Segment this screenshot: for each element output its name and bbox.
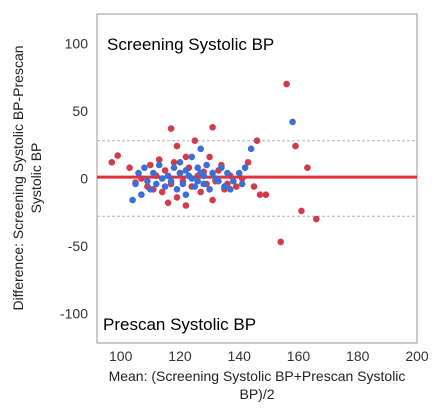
data-point-red bbox=[126, 164, 133, 171]
data-point-blue bbox=[167, 177, 175, 185]
x-tick-label: 160 bbox=[287, 348, 311, 364]
data-point-red bbox=[238, 175, 246, 182]
data-point-red bbox=[155, 156, 163, 163]
data-point-red bbox=[262, 191, 270, 198]
data-point-blue bbox=[191, 183, 199, 190]
data-point-blue bbox=[230, 177, 237, 185]
data-point-red bbox=[161, 167, 169, 174]
data-point-blue bbox=[153, 180, 160, 188]
data-point-red bbox=[182, 153, 190, 161]
data-point-blue bbox=[194, 164, 201, 171]
data-point-blue bbox=[197, 145, 204, 153]
data-point-blue bbox=[289, 118, 296, 126]
data-point-blue bbox=[241, 164, 249, 171]
data-point-blue bbox=[194, 177, 201, 185]
data-point-blue bbox=[135, 169, 142, 177]
y-tick-label: 0 bbox=[80, 171, 88, 187]
data-point-blue bbox=[173, 186, 181, 193]
data-point-red bbox=[283, 80, 290, 88]
data-point-red bbox=[158, 188, 166, 196]
data-point-blue bbox=[203, 161, 210, 169]
data-point-blue bbox=[176, 169, 184, 177]
top-corner-label: Screening Systolic BP bbox=[107, 35, 274, 54]
data-points bbox=[108, 80, 320, 246]
data-point-red bbox=[277, 238, 285, 246]
data-point-red bbox=[209, 196, 216, 204]
data-point-red bbox=[114, 152, 121, 159]
data-point-blue bbox=[247, 145, 255, 153]
x-tick-label: 200 bbox=[405, 348, 429, 364]
data-point-blue bbox=[176, 159, 184, 166]
x-tick-label: 140 bbox=[228, 348, 252, 364]
bottom-corner-label: Prescan Systolic BP bbox=[103, 315, 256, 334]
data-point-blue bbox=[227, 186, 234, 193]
data-point-blue bbox=[141, 164, 148, 171]
data-point-red bbox=[191, 137, 199, 144]
data-point-red bbox=[167, 125, 175, 132]
data-point-red bbox=[138, 175, 145, 182]
data-point-blue bbox=[221, 183, 228, 190]
y-tick-label: 100 bbox=[65, 36, 89, 52]
data-point-red bbox=[313, 215, 320, 223]
data-point-blue bbox=[147, 186, 154, 193]
data-point-red bbox=[197, 188, 204, 196]
x-tick-labels: 100 120 140 160 180 200 bbox=[109, 348, 429, 364]
data-point-blue bbox=[224, 169, 231, 177]
data-point-blue bbox=[179, 180, 187, 188]
data-point-blue bbox=[182, 191, 190, 198]
data-point-blue bbox=[200, 172, 207, 180]
data-point-red bbox=[147, 161, 154, 169]
data-point-blue bbox=[206, 186, 213, 193]
data-point-blue bbox=[164, 172, 172, 180]
x-axis-label-line1: Mean: (Screening Systolic BP+Prescan Sys… bbox=[109, 368, 406, 384]
y-tick-label: -100 bbox=[60, 305, 88, 321]
y-tick-labels: 100 50 0 -50 -100 bbox=[60, 36, 88, 322]
data-point-red bbox=[164, 199, 172, 207]
data-point-blue bbox=[200, 180, 207, 188]
data-point-blue bbox=[218, 164, 225, 171]
y-tick-label: -50 bbox=[68, 238, 88, 254]
data-point-red bbox=[209, 124, 216, 131]
data-point-blue bbox=[238, 180, 246, 188]
data-point-blue bbox=[158, 175, 166, 182]
data-point-blue bbox=[155, 161, 163, 169]
data-point-blue bbox=[182, 167, 190, 174]
data-point-red bbox=[244, 159, 252, 166]
data-point-blue bbox=[161, 183, 169, 190]
data-point-red bbox=[182, 202, 190, 209]
data-point-blue bbox=[132, 180, 139, 188]
data-point-blue bbox=[215, 177, 222, 185]
data-point-red bbox=[298, 207, 305, 215]
data-point-red bbox=[173, 194, 181, 201]
data-point-red bbox=[304, 164, 311, 171]
data-point-red bbox=[233, 183, 240, 190]
data-point-red bbox=[292, 142, 299, 150]
data-point-red bbox=[173, 142, 181, 150]
data-point-blue bbox=[188, 175, 196, 182]
data-point-red bbox=[108, 159, 116, 166]
data-point-red bbox=[206, 153, 213, 161]
x-tick-label: 100 bbox=[109, 348, 133, 364]
x-tick-label: 180 bbox=[346, 348, 370, 364]
data-point-red bbox=[170, 159, 178, 166]
y-axis-label-line1: Difference: Screening Systolic BP-Presca… bbox=[10, 45, 26, 310]
data-point-blue bbox=[188, 153, 196, 161]
data-point-blue bbox=[170, 164, 178, 171]
data-point-red bbox=[250, 183, 258, 190]
data-point-red bbox=[253, 137, 261, 144]
data-point-blue bbox=[235, 169, 243, 177]
data-point-blue bbox=[138, 191, 145, 198]
x-tick-label: 120 bbox=[168, 348, 192, 364]
data-point-blue bbox=[144, 177, 151, 185]
x-axis-label-line2: BP)/2 bbox=[239, 386, 274, 402]
data-point-red bbox=[256, 191, 264, 198]
y-tick-label: 50 bbox=[72, 103, 88, 119]
y-axis-label-line2: Systolic BP bbox=[28, 143, 44, 214]
data-point-blue bbox=[150, 169, 157, 177]
data-point-blue bbox=[209, 169, 216, 177]
data-point-blue bbox=[129, 196, 136, 204]
